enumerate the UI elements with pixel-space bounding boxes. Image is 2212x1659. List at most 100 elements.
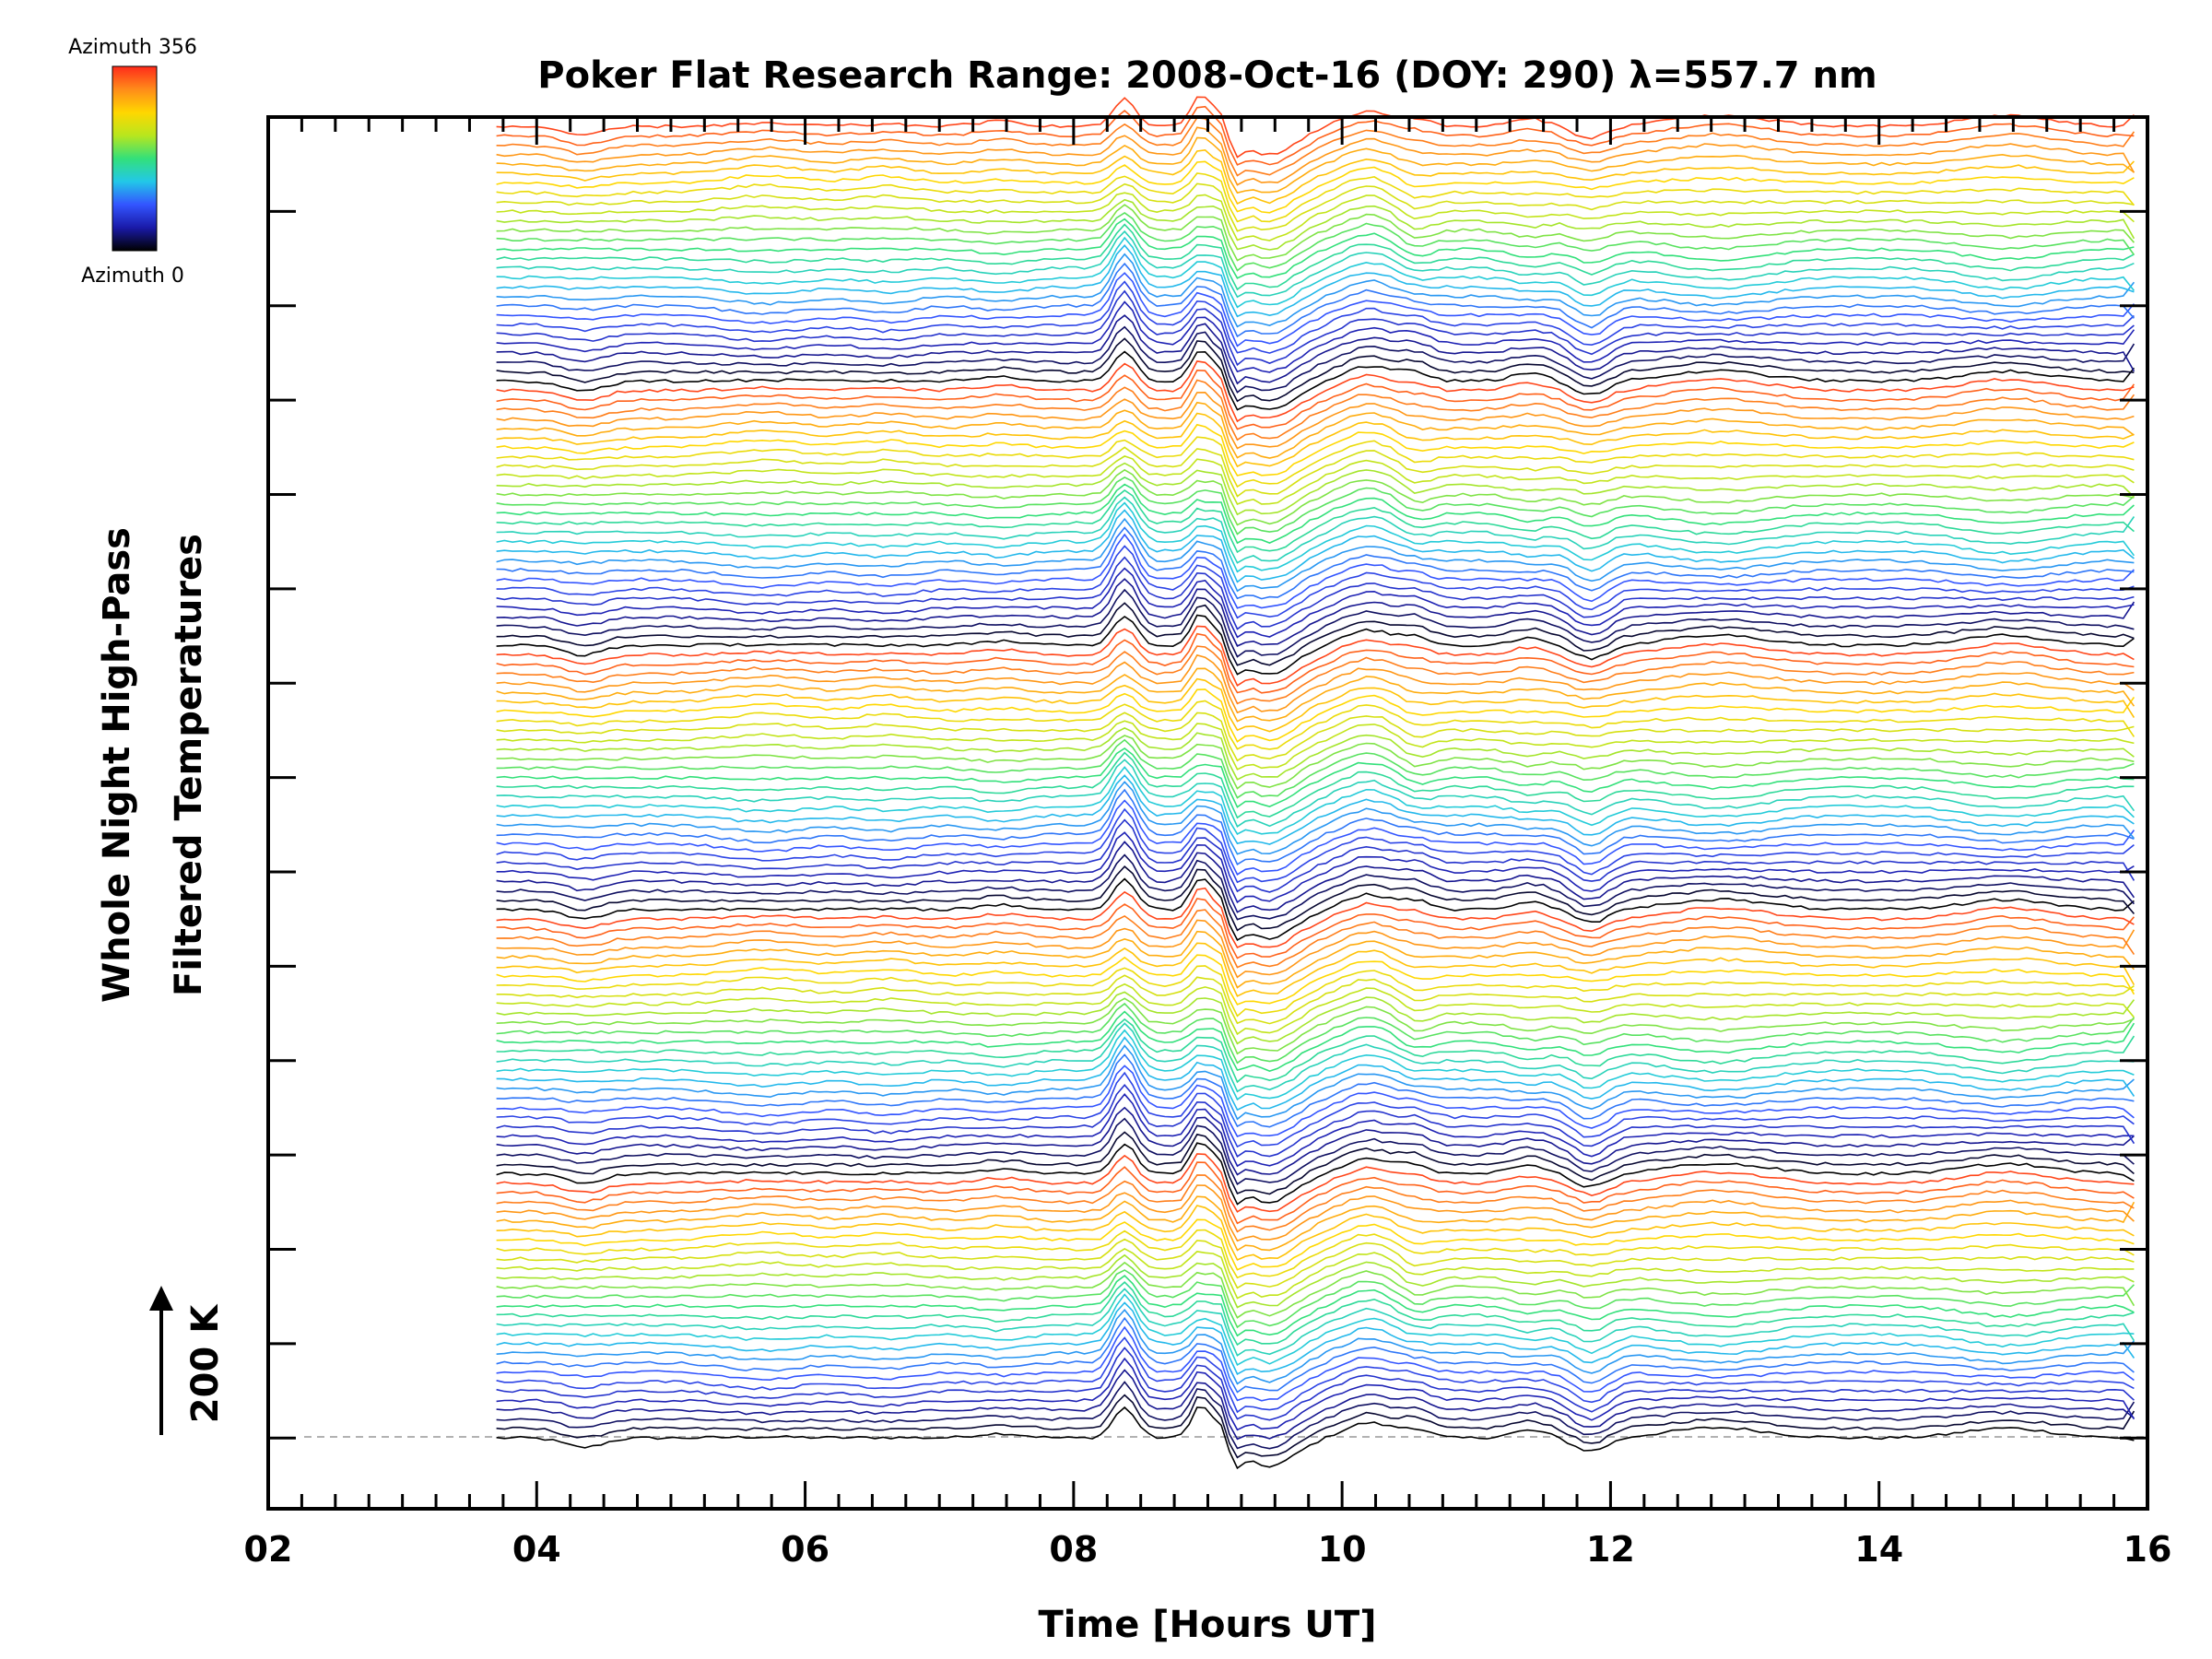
series-line [496, 1153, 2135, 1213]
series-line [496, 1029, 2135, 1101]
series-line [496, 578, 2136, 647]
series-line [496, 735, 2135, 790]
series-line [496, 1229, 2135, 1279]
series-line [496, 1117, 2135, 1185]
series-line [496, 148, 2135, 206]
series-line [496, 1065, 2135, 1137]
series-line [496, 160, 2135, 214]
series-line [496, 509, 2135, 583]
scale-bar-label: 200 K [184, 1303, 227, 1423]
series-line [496, 588, 2135, 658]
series-line [496, 877, 2135, 941]
x-tick-label: 06 [781, 1529, 830, 1570]
series-line [496, 799, 2136, 876]
x-tick-label: 14 [1854, 1529, 1903, 1570]
series-line [496, 1044, 2135, 1121]
series-line [496, 1347, 2135, 1421]
series-group [496, 96, 2136, 1470]
series-line [496, 1247, 2135, 1300]
series-line [496, 360, 2135, 423]
series-line [496, 1022, 2135, 1093]
series-line [496, 501, 2136, 573]
series-line [496, 1261, 2136, 1319]
series-line [496, 831, 2135, 904]
series-line [496, 653, 2135, 714]
colorbar-bottom-label: Azimuth 0 [81, 265, 184, 288]
series-line [496, 1195, 2136, 1252]
series-line [496, 243, 2135, 318]
series-line [496, 1301, 2136, 1376]
series-line [496, 1018, 2136, 1084]
colorbar-gradient [112, 65, 158, 252]
series-line [496, 1205, 2135, 1262]
series-line [496, 667, 2136, 723]
series-line [496, 489, 2135, 554]
series-line [496, 1406, 2135, 1470]
series-line [496, 1131, 2135, 1195]
series-line [496, 391, 2135, 450]
series-line [496, 1381, 2136, 1450]
series-line [496, 632, 2135, 694]
series-line [496, 727, 2135, 781]
series-line [496, 1053, 2135, 1128]
series-line [496, 1106, 2135, 1176]
x-tick-label: 04 [512, 1529, 561, 1570]
series-line [496, 1184, 2135, 1242]
series-line [496, 172, 2136, 223]
series-line [496, 517, 2135, 593]
x-tick-label: 12 [1586, 1529, 1635, 1570]
series-line [496, 974, 2135, 1025]
series-line [496, 272, 2136, 347]
y-axis-label-line1: Whole Night High-Pass [96, 527, 138, 1003]
series-line [496, 774, 2135, 845]
series-line [496, 766, 2135, 835]
series-line [496, 379, 2136, 441]
series-line [496, 738, 2135, 799]
series-line [496, 1316, 2135, 1394]
series-line [496, 997, 2135, 1055]
series-line [496, 1293, 2135, 1367]
series-line [496, 1357, 2136, 1431]
series-line [496, 853, 2135, 921]
series-line [496, 1161, 2135, 1225]
series-line [496, 1394, 2136, 1459]
series-line [496, 218, 2135, 279]
series-line [496, 700, 2136, 750]
series-line [496, 412, 2135, 468]
series-line [496, 788, 2135, 865]
series-line [496, 280, 2135, 354]
series-line [496, 759, 2136, 828]
scale-bar: 200 K [149, 1286, 227, 1435]
series-line [496, 436, 2135, 488]
x-axis-ticks [266, 117, 2149, 1509]
series-line [496, 688, 2136, 743]
series-line [496, 982, 2136, 1036]
series-line [496, 105, 2135, 166]
series-line [496, 253, 2136, 328]
series-line [496, 1308, 2136, 1385]
series-line [496, 751, 2135, 819]
series-line [496, 401, 2135, 459]
series-line [496, 919, 2136, 979]
series-line [496, 818, 2136, 893]
series-line [496, 930, 2136, 989]
series-line [496, 545, 2135, 619]
series-line [496, 126, 2136, 186]
series-line [496, 1036, 2136, 1112]
series-line [496, 965, 2135, 1018]
series-line [496, 1280, 2135, 1347]
series-line [496, 1002, 2136, 1065]
x-tick-label: 02 [244, 1529, 293, 1570]
series-line [496, 909, 2136, 969]
series-line [496, 942, 2136, 997]
x-axis-tick-labels: 02 04 06 08 10 12 14 16 [244, 1529, 2172, 1570]
x-tick-label: 08 [1049, 1529, 1098, 1570]
series-line [496, 325, 2136, 394]
series-line [496, 1336, 2135, 1414]
series-line [496, 1174, 2135, 1233]
x-axis-label: Time [Hours UT] [1039, 1604, 1377, 1646]
series-line [496, 337, 2135, 403]
chart-title: Poker Flat Research Range: 2008-Oct-16 (… [537, 54, 1877, 97]
series-line [496, 483, 2135, 545]
